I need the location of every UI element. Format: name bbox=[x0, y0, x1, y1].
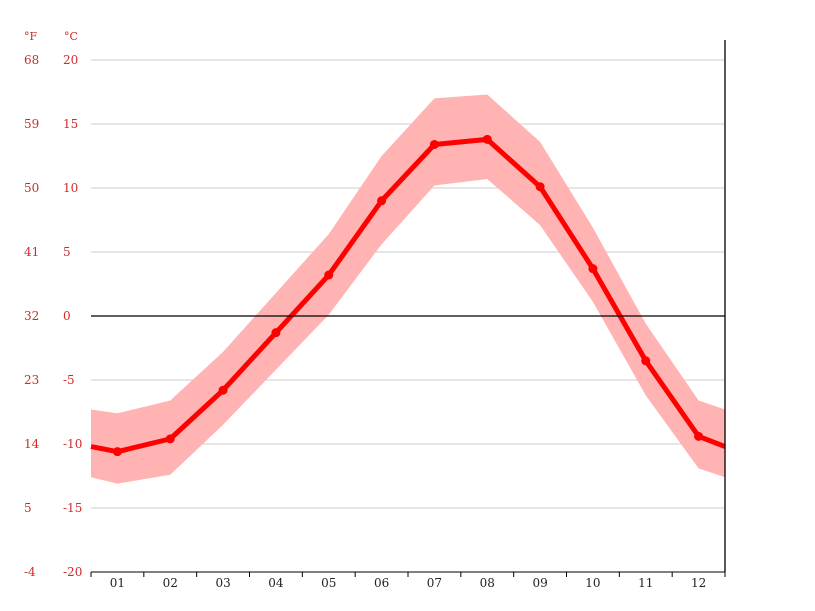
x-tick-label: 05 bbox=[321, 576, 336, 590]
y-tick-label-celsius: 20 bbox=[63, 53, 78, 67]
data-point bbox=[218, 385, 228, 395]
axes bbox=[90, 40, 726, 577]
data-point bbox=[641, 356, 651, 366]
x-tick-label: 02 bbox=[163, 576, 178, 590]
temperature-series-line bbox=[90, 136, 726, 455]
x-tick-label: 11 bbox=[638, 576, 653, 590]
x-tick-label: 09 bbox=[532, 576, 547, 590]
data-point bbox=[588, 264, 598, 274]
y-tick-label-fahrenheit: -4 bbox=[24, 565, 36, 579]
y-tick-label-celsius: 10 bbox=[63, 181, 78, 195]
data-point bbox=[377, 196, 387, 206]
data-point bbox=[694, 431, 704, 441]
fahrenheit-unit-label: °F bbox=[24, 30, 38, 43]
x-tick-label: 08 bbox=[480, 576, 495, 590]
data-point bbox=[271, 328, 281, 338]
y-tick-label-fahrenheit: 23 bbox=[24, 373, 39, 387]
x-tick-label: 06 bbox=[374, 576, 389, 590]
temperature-line bbox=[90, 134, 726, 457]
celsius-unit-label: °C bbox=[64, 30, 78, 43]
y-tick-label-celsius: -5 bbox=[63, 373, 75, 387]
y-tick-label-celsius: -10 bbox=[63, 437, 82, 451]
x-tick-label: 07 bbox=[427, 576, 442, 590]
y-tick-label-celsius: 5 bbox=[63, 245, 71, 259]
data-point bbox=[535, 182, 545, 192]
y-tick-label-fahrenheit: 41 bbox=[24, 245, 39, 259]
x-tick-label: 10 bbox=[585, 576, 600, 590]
y-tick-label-fahrenheit: 59 bbox=[24, 117, 39, 131]
x-tick-label: 03 bbox=[215, 576, 230, 590]
y-tick-label-celsius: -20 bbox=[63, 565, 82, 579]
y-tick-label-fahrenheit: 32 bbox=[24, 309, 39, 323]
y-tick-label-celsius: 0 bbox=[63, 309, 71, 323]
y-tick-label-fahrenheit: 14 bbox=[24, 437, 40, 451]
y-tick-label-fahrenheit: 68 bbox=[24, 53, 39, 67]
data-point bbox=[429, 139, 439, 149]
x-tick-label: 04 bbox=[268, 576, 284, 590]
x-tick-label: 12 bbox=[691, 576, 706, 590]
data-point bbox=[112, 447, 122, 457]
temperature-range-band bbox=[91, 94, 725, 484]
y-tick-label-celsius: 15 bbox=[63, 117, 78, 131]
data-point bbox=[324, 270, 334, 280]
y-tick-label-fahrenheit: 50 bbox=[24, 181, 39, 195]
x-tick-label: 01 bbox=[110, 576, 125, 590]
data-point bbox=[482, 134, 492, 144]
data-point bbox=[165, 434, 175, 444]
temperature-range-area bbox=[91, 94, 725, 484]
y-tick-label-fahrenheit: 5 bbox=[24, 501, 32, 515]
y-tick-label-celsius: -15 bbox=[63, 501, 82, 515]
